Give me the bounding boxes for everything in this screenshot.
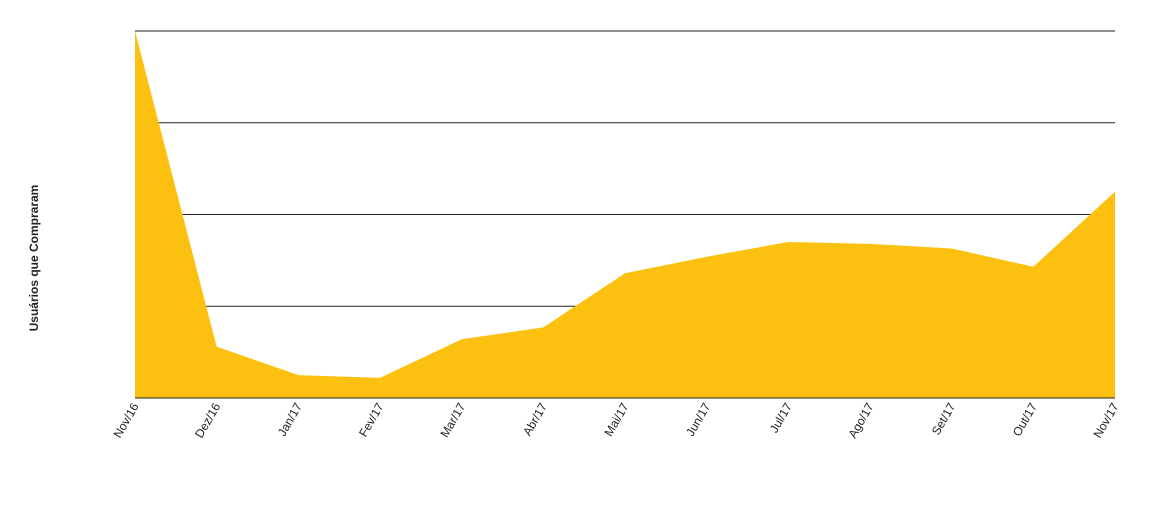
x-tick-label: Nov/17 <box>1090 400 1121 440</box>
x-tick-label: Fev/17 <box>356 400 387 439</box>
x-tick-label: Dez/16 <box>192 400 223 440</box>
x-tick-label: Jun/17 <box>683 400 713 438</box>
x-tick-label: Jan/17 <box>275 400 305 438</box>
x-tick-label: Nov/16 <box>110 400 141 440</box>
x-tick-label: Set/17 <box>929 400 959 437</box>
x-tick-label: Mai/17 <box>601 400 631 438</box>
area <box>135 31 1115 398</box>
x-tick-label: Mar/17 <box>437 400 468 440</box>
y-axis-label: Usuários que Compraram <box>27 185 41 332</box>
x-tick-label: Out/17 <box>1010 400 1040 438</box>
x-tick-label: Ago/17 <box>845 400 876 440</box>
x-tick-label: Jul/17 <box>767 400 795 435</box>
x-tick-label: Abr/17 <box>520 400 550 438</box>
